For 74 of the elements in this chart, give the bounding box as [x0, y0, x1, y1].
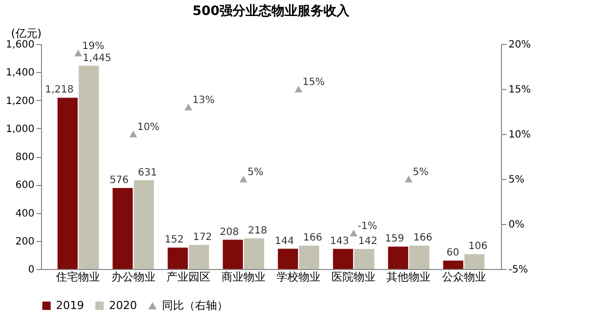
- data-label: 144: [274, 236, 294, 247]
- point: [240, 176, 248, 182]
- bar: [354, 249, 374, 269]
- y2-tick-label: 0%: [508, 220, 524, 230]
- y-tick-label: 800: [15, 152, 34, 163]
- bar: [244, 238, 264, 269]
- y2-tick-label: 10%: [508, 130, 531, 140]
- data-label: 576: [110, 175, 129, 186]
- point: [404, 176, 413, 182]
- x-tick-label: 住宅物业: [56, 270, 100, 284]
- y2-tick-label: 5%: [508, 174, 524, 186]
- data-label: 19%: [82, 41, 104, 52]
- bar: [78, 66, 99, 269]
- data-label: 5%: [247, 167, 264, 178]
- bar: [168, 248, 188, 269]
- x-tick-label: 产业园区: [166, 270, 210, 284]
- x-tick-label: 公众物业: [442, 270, 486, 284]
- data-label: 143: [330, 236, 350, 247]
- data-label: 152: [164, 234, 184, 246]
- y-axis-title: (亿元): [11, 27, 42, 40]
- data-label: 1,218: [44, 84, 74, 96]
- bar: [188, 244, 210, 269]
- y-tick-label: 1,200: [6, 96, 34, 107]
- bar: [464, 254, 484, 269]
- bar: [112, 188, 133, 269]
- chart-title: 500强分业态物业服务收入: [192, 3, 351, 19]
- legend-label: 2019: [56, 298, 84, 312]
- x-tick-label: 其他物业: [386, 270, 431, 284]
- data-label: 218: [248, 225, 268, 236]
- y-tick-label: 1,400: [6, 68, 34, 79]
- data-label: 15%: [302, 77, 325, 88]
- data-label: 166: [413, 232, 432, 244]
- y-tick-label: 1,000: [6, 124, 34, 135]
- x-tick-label: 学校物业: [276, 270, 321, 284]
- data-label: 166: [303, 232, 322, 244]
- y-tick-label: 600: [15, 180, 34, 192]
- data-label: 172: [192, 232, 212, 243]
- bar: [388, 246, 408, 269]
- point: [74, 50, 82, 56]
- bar: [332, 248, 354, 269]
- x-tick-label: 医院物业: [332, 270, 376, 284]
- data-label: 13%: [192, 95, 215, 106]
- data-label: 159: [385, 234, 404, 245]
- bar: [299, 246, 320, 269]
- y-tick-label: 0: [28, 264, 34, 276]
- point: [129, 130, 138, 138]
- data-label: 10%: [137, 122, 160, 133]
- bar: [443, 260, 464, 269]
- y2-tick-label: -5%: [508, 264, 528, 276]
- y-tick-label: 400: [15, 208, 34, 220]
- data-label: 631: [138, 167, 157, 178]
- data-label: 60: [446, 248, 460, 259]
- point: [294, 86, 302, 92]
- y-tick-label: 200: [15, 236, 34, 248]
- data-label: 208: [220, 226, 239, 238]
- point: [184, 104, 192, 110]
- y-tick-label: 1,600: [6, 40, 34, 50]
- data-label: 5%: [412, 167, 429, 178]
- data-label: 1,445: [82, 52, 112, 64]
- x-tick-label: 商业物业: [221, 270, 266, 284]
- bar: [58, 98, 78, 269]
- legend-label: 2020: [109, 298, 137, 312]
- data-label: -1%: [358, 221, 378, 232]
- data-label: 106: [468, 241, 488, 252]
- x-tick-label: 办公物业: [111, 270, 156, 284]
- bar: [409, 246, 430, 269]
- legend-label: 同比（右轴）: [162, 298, 228, 312]
- y2-tick-label: 15%: [508, 84, 531, 96]
- bar: [134, 180, 154, 269]
- bar: [222, 240, 243, 269]
- point: [350, 230, 358, 236]
- bar: [278, 248, 298, 269]
- data-label: 142: [358, 236, 378, 248]
- y2-tick-label: 20%: [508, 40, 531, 50]
